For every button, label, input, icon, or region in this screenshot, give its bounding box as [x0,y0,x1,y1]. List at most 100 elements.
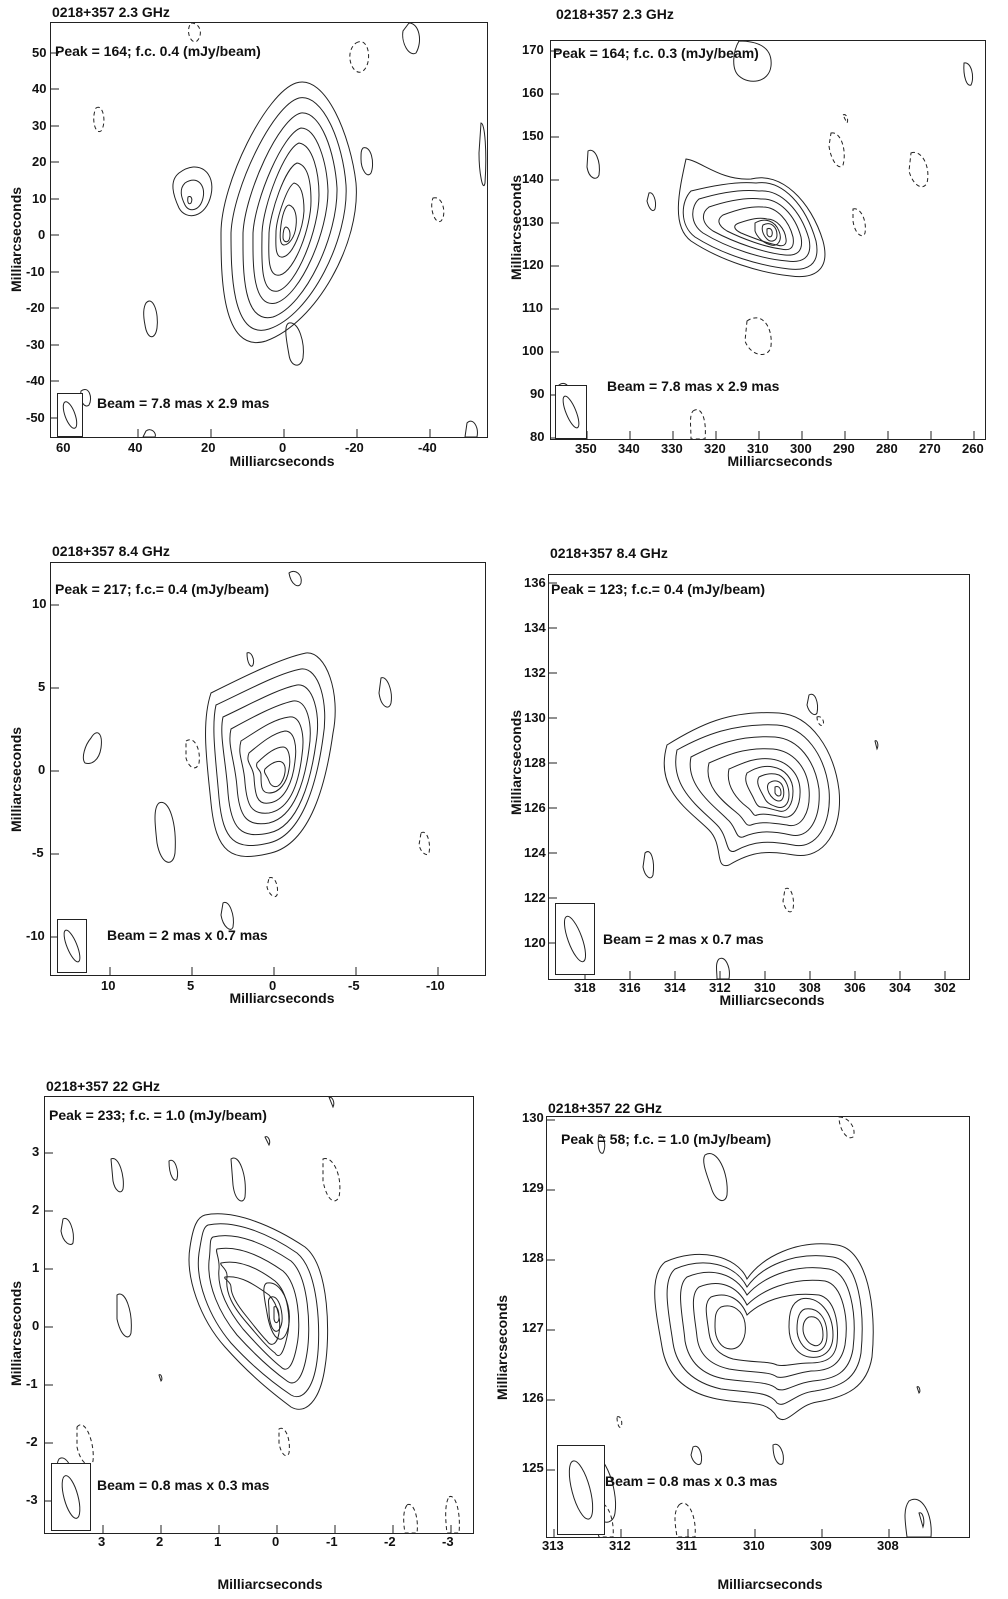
x-tick-label: 2 [156,1534,164,1549]
y-tick-label: 40 [32,81,47,96]
x-tick-label: 304 [889,980,911,995]
y-tick-label: 140 [522,171,544,186]
y-axis-title: Milliarcseconds [494,1294,510,1400]
x-tick-label: 20 [201,440,216,455]
beam-annotation: Beam = 2 mas x 0.7 mas [107,927,268,943]
contour-plot: Peak = 217; f.c.= 0.4 (mJy/beam) Beam = … [50,562,486,976]
x-tick-label: 5 [187,978,195,993]
x-tick-label: -40 [418,440,437,455]
x-tick-label: 270 [919,441,941,456]
beam-ellipse [63,929,81,963]
beam-ellipse [563,915,587,963]
y-axis-title: Milliarcseconds [8,1280,24,1386]
beam-ellipse [568,1460,594,1520]
y-tick-label: 129 [522,1180,544,1195]
y-tick-label: 124 [524,845,546,860]
y-tick-label: 30 [32,118,47,133]
contour-map [551,41,975,439]
beam-ellipse [562,395,580,429]
beam-box [557,1445,605,1535]
y-tick-label: 0 [32,1318,40,1333]
y-tick-label: 100 [522,343,544,358]
contour-plot: Peak = 123; f.c.= 0.4 (mJy/beam) Beam = … [548,574,970,980]
y-tick-label: 132 [524,665,546,680]
y-tick-label: -30 [26,337,45,352]
contour-plot: Peak = 164; f.c. 0.4 (mJy/beam) Beam = 7… [50,22,488,438]
x-tick-label: 310 [754,980,776,995]
y-tick-label: 20 [32,154,47,169]
x-tick-label: 1 [214,1534,222,1549]
contour-map [45,1097,460,1533]
y-tick-label: 0 [38,762,46,777]
y-tick-label: -20 [26,300,45,315]
beam-annotation: Beam = 0.8 mas x 0.3 mas [97,1477,270,1493]
x-tick-label: -2 [384,1534,396,1549]
y-tick-label: 128 [522,1250,544,1265]
beam-annotation: Beam = 0.8 mas x 0.3 mas [605,1473,778,1489]
beam-box [57,919,87,973]
beam-annotation: Beam = 7.8 mas x 2.9 mas [607,378,780,394]
peak-annotation: Peak = 123; f.c.= 0.4 (mJy/beam) [551,581,766,597]
panel-title: 0218+357 2.3 GHz [52,4,170,20]
x-tick-label: 290 [833,441,855,456]
contour-plot: Peak = 58; f.c. = 1.0 (mJy/beam) Beam = … [546,1116,970,1538]
x-tick-label: 330 [661,441,683,456]
y-tick-label: 150 [522,128,544,143]
y-tick-label: 170 [522,42,544,57]
y-axis-title: Milliarcseconds [8,186,24,292]
beam-box [51,1463,91,1531]
y-tick-label: -40 [26,373,45,388]
y-tick-label: -10 [26,264,45,279]
x-tick-label: -20 [345,440,364,455]
peak-annotation: Peak = 164; f.c. 0.3 (mJy/beam) [553,45,759,61]
x-axis-title: Milliarcseconds [717,1576,823,1592]
y-tick-label: 0 [38,227,46,242]
contour-plot: Peak = 233; f.c. = 1.0 (mJy/beam) Beam =… [44,1096,474,1534]
y-tick-label: 130 [522,1110,544,1125]
x-tick-label: 10 [101,978,116,993]
x-tick-label: 314 [664,980,686,995]
x-tick-label: 313 [542,1538,564,1553]
x-tick-label: 260 [962,441,984,456]
y-tick-label: 160 [522,85,544,100]
x-tick-label: 308 [877,1538,899,1553]
panel-title: 0218+357 8.4 GHz [550,545,668,561]
x-axis-title: Milliarcseconds [727,453,833,469]
x-tick-label: 309 [810,1538,832,1553]
x-axis-title: Milliarcseconds [719,992,825,1008]
y-tick-label: 122 [524,890,546,905]
y-tick-label: 80 [530,429,545,444]
x-tick-label: 40 [128,440,143,455]
y-tick-label: -5 [32,845,44,860]
y-tick-label: 10 [32,596,47,611]
x-tick-label: -5 [348,978,360,993]
x-axis-title: Milliarcseconds [229,453,335,469]
y-tick-label: 130 [522,214,544,229]
contour-map [549,582,946,979]
peak-annotation: Peak = 233; f.c. = 1.0 (mJy/beam) [49,1107,267,1123]
x-tick-label: 306 [844,980,866,995]
y-tick-label: 3 [32,1144,40,1159]
x-tick-label: 302 [934,980,956,995]
x-tick-label: 320 [704,441,726,456]
panel-title: 0218+357 22 GHz [548,1100,663,1116]
y-tick-label: 10 [32,191,47,206]
y-tick-label: 2 [32,1202,40,1217]
y-tick-label: 5 [38,679,46,694]
panel-title: 0218+357 8.4 GHz [52,543,170,559]
y-tick-label: 120 [522,257,544,272]
x-tick-label: 0 [269,978,277,993]
beam-box [555,903,595,975]
x-tick-label: 312 [609,1538,631,1553]
y-tick-label: 130 [524,710,546,725]
y-tick-label: 128 [524,755,546,770]
x-axis-title: Milliarcseconds [229,990,335,1006]
beam-annotation: Beam = 2 mas x 0.7 mas [603,931,764,947]
x-tick-label: -3 [442,1534,454,1549]
y-tick-label: 126 [522,1390,544,1405]
y-tick-label: 127 [522,1320,544,1335]
peak-annotation: Peak = 58; f.c. = 1.0 (mJy/beam) [561,1131,772,1147]
y-tick-label: -3 [26,1492,38,1507]
y-tick-label: -10 [26,928,45,943]
y-tick-label: 90 [530,386,545,401]
